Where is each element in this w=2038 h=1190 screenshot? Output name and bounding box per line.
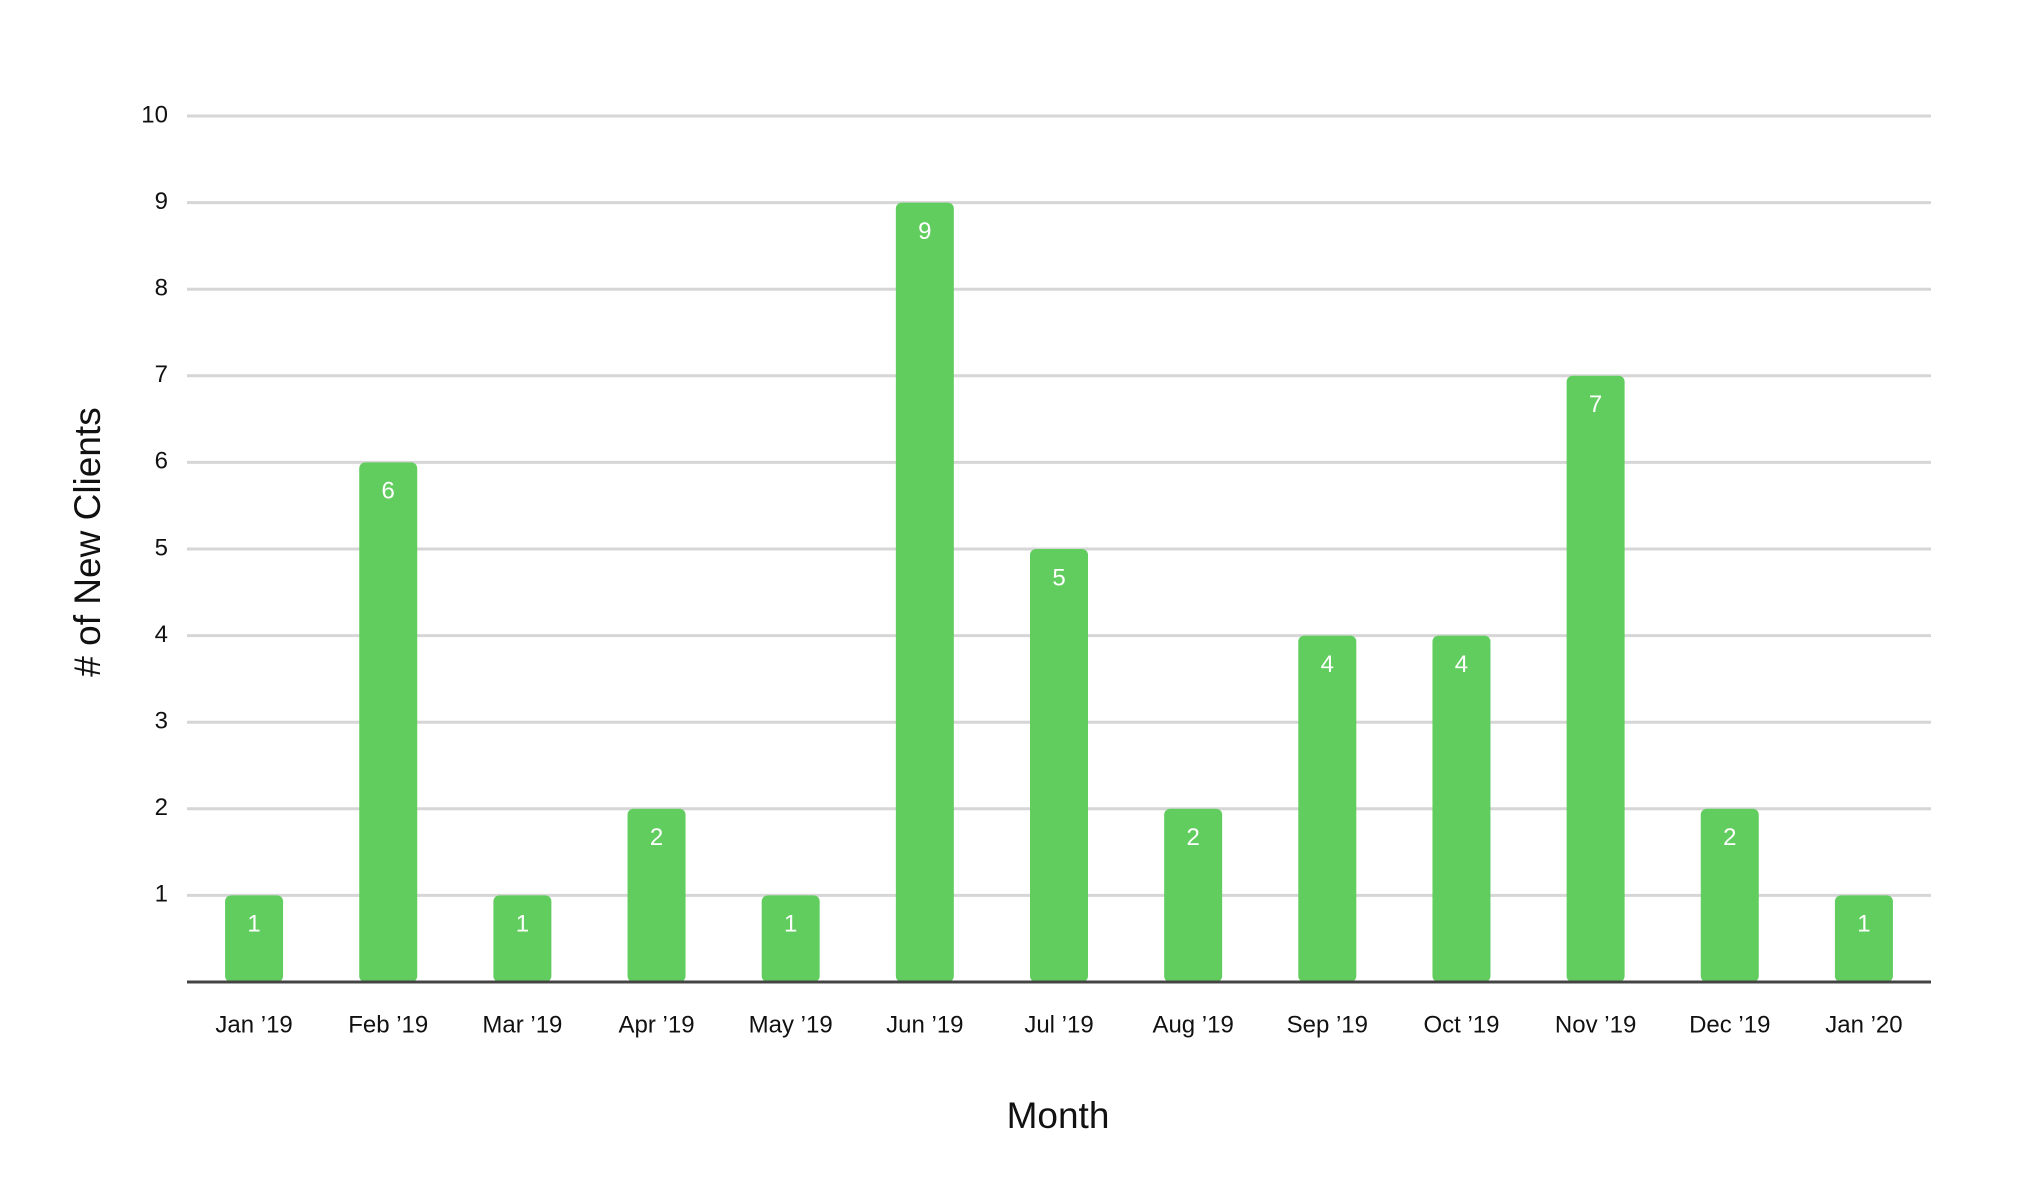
- y-tick-label: 8: [155, 275, 168, 302]
- bar: [493, 895, 552, 982]
- x-tick-label: Dec ’19: [1689, 1011, 1770, 1038]
- bar: [359, 462, 418, 982]
- bar: [1700, 808, 1759, 982]
- y-tick-label: 7: [155, 361, 168, 388]
- bar: [1834, 895, 1893, 982]
- x-tick-label: Oct ’19: [1423, 1011, 1499, 1038]
- bar: [1432, 635, 1491, 982]
- data-label: 2: [650, 824, 663, 851]
- y-tick-label: 9: [155, 188, 168, 215]
- x-tick-label: Aug ’19: [1152, 1011, 1233, 1038]
- x-tick-label: Jan ’20: [1825, 1011, 1902, 1038]
- bar: [761, 895, 820, 982]
- x-tick-label: Nov ’19: [1555, 1011, 1636, 1038]
- x-tick-label: Jun ’19: [886, 1011, 963, 1038]
- x-tick-label: Feb ’19: [348, 1011, 428, 1038]
- bar: [1298, 635, 1357, 982]
- data-label: 2: [1723, 824, 1736, 851]
- x-tick-label: Mar ’19: [482, 1011, 562, 1038]
- x-tick-label: Apr ’19: [619, 1011, 695, 1038]
- x-tick-label: Jan ’19: [215, 1011, 292, 1038]
- data-label: 6: [382, 478, 395, 505]
- y-tick-label: 5: [155, 534, 168, 561]
- x-axis-title: Month: [1007, 1095, 1110, 1136]
- data-label: 1: [784, 911, 797, 938]
- bar: [1164, 808, 1223, 982]
- y-tick-label: 4: [155, 621, 168, 648]
- data-label: 4: [1455, 651, 1468, 678]
- x-tick-label: Sep ’19: [1287, 1011, 1368, 1038]
- y-tick-label: 6: [155, 448, 168, 475]
- bar: [627, 808, 686, 982]
- data-label: 1: [1857, 911, 1870, 938]
- bar: [225, 895, 284, 982]
- bar: [1566, 375, 1625, 982]
- y-tick-label: 3: [155, 708, 168, 735]
- bar: [895, 202, 954, 983]
- data-label: 1: [247, 911, 260, 938]
- y-axis-title: # of New Clients: [67, 407, 108, 676]
- x-tick-label: May ’19: [749, 1011, 833, 1038]
- y-tick-label: 2: [155, 794, 168, 821]
- x-tick-label: Jul ’19: [1024, 1011, 1093, 1038]
- y-tick-label: 1: [155, 881, 168, 908]
- bar: [1030, 549, 1088, 982]
- data-label: 7: [1589, 391, 1602, 418]
- data-label: 4: [1321, 651, 1334, 678]
- y-tick-label: 10: [141, 101, 168, 128]
- data-label: 1: [516, 911, 529, 938]
- data-label: 2: [1186, 824, 1199, 851]
- data-label: 5: [1052, 564, 1065, 591]
- data-label: 9: [918, 218, 931, 245]
